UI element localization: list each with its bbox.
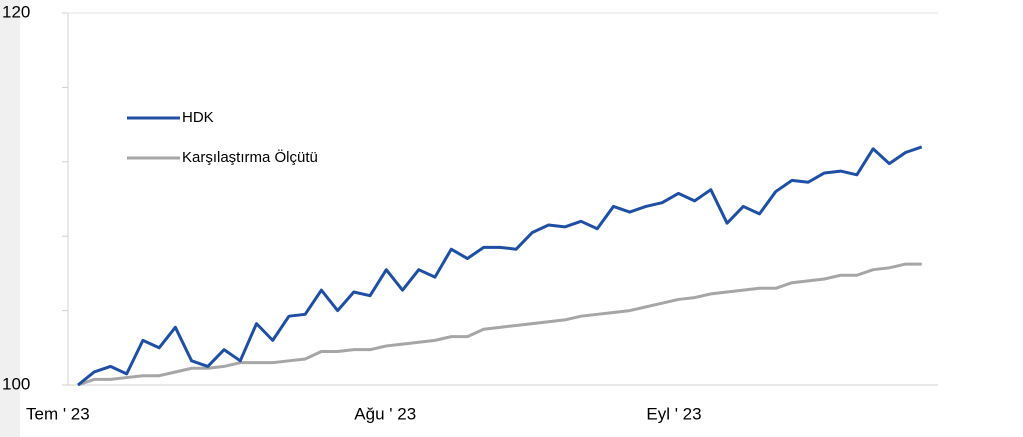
side-band [0,0,20,437]
x-tick-label: Tem ' 23 [26,404,90,423]
x-tick-label: Eyl ' 23 [646,404,701,423]
y-tick-label: 100 [2,374,30,393]
legend-label: HDK [182,109,214,126]
series-line [77,145,923,387]
legend-label: Karşılaştırma Ölçütü [182,148,318,166]
y-tick-label: 120 [2,2,30,21]
series-line [77,262,922,387]
x-tick-label: Ağu ' 23 [354,404,416,423]
